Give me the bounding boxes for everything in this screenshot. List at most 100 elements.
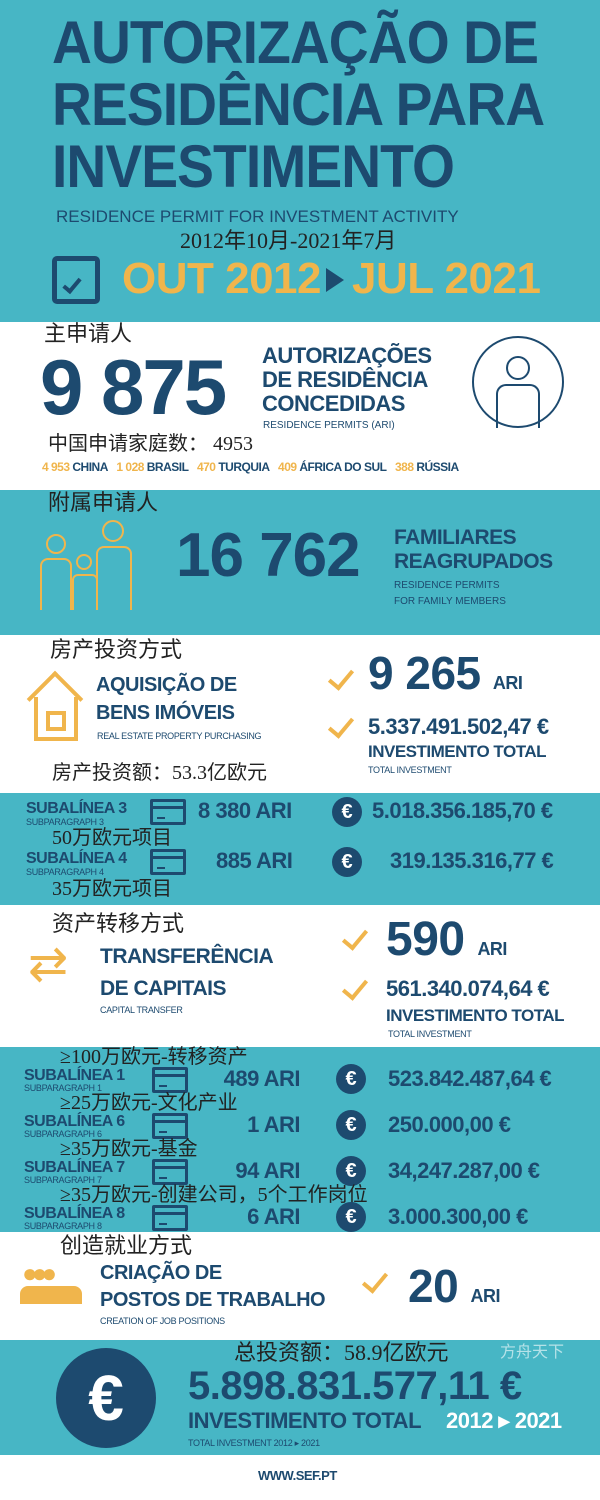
real-estate-count: 9 265 ARI	[368, 647, 523, 699]
sub-name: SUBALÍNEA 3	[26, 800, 127, 817]
cn-label: 附属申请人	[48, 490, 159, 515]
title-line: AUTORIZAÇÃO DE	[52, 9, 539, 76]
sub-sub: SUBPARAGRAPH 1	[24, 1083, 102, 1093]
check-icon	[361, 1266, 389, 1294]
cn-amount: 房产投资额：53.3亿欧元	[52, 762, 267, 784]
period-start: OUT 2012	[122, 254, 321, 303]
euro-icon: €	[336, 1156, 366, 1186]
cn-label: 主申请人	[44, 321, 133, 346]
euro-icon: €	[336, 1064, 366, 1094]
subtitle: CAPITAL TRANSFER	[100, 1005, 183, 1015]
card-icon	[152, 1067, 188, 1093]
card-icon	[150, 849, 186, 875]
sub-ari: 1 ARI	[247, 1112, 300, 1137]
capital-count: 590 ARI	[386, 913, 507, 966]
arrow-icon	[326, 268, 344, 292]
check-icon	[327, 663, 355, 691]
person-icon	[472, 336, 564, 428]
subtitle: RESIDENCE PERMITS	[394, 580, 500, 591]
jobs-count: 20 ARI	[408, 1260, 500, 1312]
title-line: AQUISIÇÃO DE	[96, 674, 237, 696]
sub-cn: ≥35万欧元-基金	[60, 1138, 198, 1160]
page-title: AUTORIZAÇÃO DE RESIDÊNCIA PARA INVESTIME…	[52, 9, 545, 200]
sub-amount: 5.018.356.185,70 €	[372, 798, 553, 823]
euro-icon: €	[336, 1110, 366, 1140]
cn-period: 2012年10月-2021年7月	[180, 228, 397, 253]
header-section: AUTORIZAÇÃO DE RESIDÊNCIA PARA INVESTIME…	[0, 0, 600, 322]
sub-sub: SUBPARAGRAPH 8	[24, 1221, 102, 1231]
check-icon	[341, 923, 369, 951]
total-years: 2012 ▸ 2021	[446, 1408, 562, 1433]
sub-amount: 523.842.487,64 €	[388, 1066, 552, 1091]
cn-china-count: 中国申请家庭数： 4953	[48, 433, 253, 455]
check-icon	[327, 711, 355, 739]
total-section: 总投资额：58.9亿欧元 方舟天下 € 5.898.831.577,11 € I…	[0, 1340, 600, 1455]
sub-amount: 34,247.287,00 €	[388, 1158, 540, 1183]
title-line: POSTOS DE TRABALHO	[100, 1289, 326, 1311]
total-label: INVESTIMENTO TOTAL	[386, 1006, 565, 1025]
sub-ari: 489 ARI	[223, 1066, 301, 1091]
watermark: 方舟天下	[500, 1344, 565, 1361]
main-applicants-section: 主申请人 9 875 AUTORIZAÇÕES DE RESIDÊNCIA CO…	[0, 322, 600, 490]
transfer-arrows-icon: ⇄	[28, 938, 69, 991]
cn-label: 总投资额：58.9亿欧元	[234, 1340, 449, 1365]
period-end: JUL 2021	[352, 254, 541, 303]
subtitle: CREATION OF JOB POSITIONS	[100, 1316, 225, 1326]
sub-name: SUBALÍNEA 6	[24, 1113, 125, 1130]
total-sub: TOTAL INVESTMENT	[388, 1029, 472, 1039]
sub-name: SUBALÍNEA 7	[24, 1159, 125, 1176]
total-amount: 5.898.831.577,11 €	[188, 1364, 522, 1408]
sub-sub: SUBPARAGRAPH 3	[26, 817, 104, 827]
title-line: CRIAÇÃO DE	[100, 1262, 222, 1284]
capital-amount: 561.340.074,64 €	[386, 976, 550, 1001]
family-section: 附属申请人 16 762 FAMILIARES REAGRUPADOS RESI…	[0, 490, 600, 635]
sub-cn: ≥25万欧元-文化产业	[60, 1092, 238, 1114]
cn-label: 资产转移方式	[52, 911, 185, 936]
capital-section: 资产转移方式 ⇄ TRANSFERÊNCIA DE CAPITAIS CAPIT…	[0, 905, 600, 1047]
footer: WWW.SEF.PT	[0, 1455, 600, 1500]
title-line: DE CAPITAIS	[100, 977, 226, 1000]
card-icon	[152, 1159, 188, 1185]
sub-name: SUBALÍNEA 4	[26, 850, 127, 867]
jobs-section: 创造就业方式 ●●● CRIAÇÃO DE POSTOS DE TRABALHO…	[0, 1232, 600, 1340]
card-icon	[152, 1113, 188, 1139]
cn-label: 房产投资方式	[50, 637, 183, 662]
euro-icon: €	[336, 1202, 366, 1232]
people-group-icon: ●●●	[22, 1258, 57, 1288]
total-sub: TOTAL INVESTMENT	[368, 765, 452, 775]
subtitle: RESIDENCE PERMITS (ARI)	[263, 420, 395, 431]
total-label: INVESTIMENTO TOTAL	[188, 1408, 422, 1433]
footer-link[interactable]: WWW.SEF.PT	[258, 1468, 337, 1483]
total-label: INVESTIMENTO TOTAL	[368, 742, 547, 761]
title-line: DE RESIDÊNCIA	[262, 367, 428, 392]
real-estate-amount: 5.337.491.502,47 €	[368, 714, 549, 739]
title-line: TRANSFERÊNCIA	[100, 945, 274, 968]
title-line: AUTORIZAÇÕES	[262, 343, 432, 368]
sub-cn: ≥100万欧元-转移资产	[60, 1046, 248, 1068]
house-icon	[26, 670, 84, 741]
check-icon	[341, 973, 369, 1001]
title-line: CONCEDIDAS	[262, 391, 405, 416]
sub-sub: SUBPARAGRAPH 6	[24, 1129, 102, 1139]
sub-name: SUBALÍNEA 8	[24, 1205, 125, 1222]
sub-amount: 319.135.316,77 €	[390, 848, 554, 873]
subtitle: RESIDENCE PERMIT FOR INVESTMENT ACTIVITY	[56, 207, 459, 226]
card-icon	[150, 799, 186, 825]
sub-cn: 50万欧元项目	[52, 827, 172, 849]
title-line: BENS IMÓVEIS	[96, 702, 235, 724]
calendar-check-icon	[52, 256, 100, 304]
sub-ari: 8 380 ARI	[198, 798, 292, 823]
euro-icon: €	[332, 797, 362, 827]
sub-ari: 6 ARI	[247, 1204, 300, 1229]
title-line: INVESTIMENTO	[52, 133, 455, 200]
real-estate-sub-section: SUBALÍNEA 3 SUBPARAGRAPH 3 8 380 ARI € 5…	[0, 793, 600, 905]
cn-label: 创造就业方式	[60, 1233, 193, 1258]
sub-amount: 250.000,00 €	[388, 1112, 511, 1137]
real-estate-section: 房产投资方式 AQUISIÇÃO DE BENS IMÓVEIS REAL ES…	[0, 635, 600, 793]
people-group-icon-body	[20, 1286, 82, 1304]
card-icon	[152, 1205, 188, 1231]
capital-sub-section: ≥100万欧元-转移资产 SUBALÍNEA 1 SUBPARAGRAPH 1 …	[0, 1047, 600, 1232]
sub-cn: 35万欧元项目	[52, 878, 172, 900]
family-icon	[38, 520, 138, 610]
country-list: 4 953 CHINA 1 028 BRASIL 470 TURQUIA 409…	[42, 460, 459, 474]
